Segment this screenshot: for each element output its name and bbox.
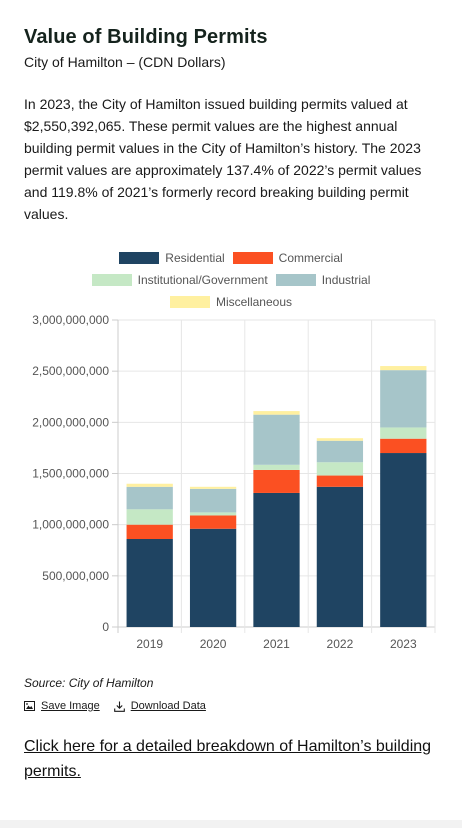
- bar-miscellaneous-2020: [189, 486, 237, 489]
- chart-subtitle: City of Hamilton – (CDN Dollars): [24, 54, 226, 70]
- legend-label-commercial: Commercial: [278, 251, 343, 265]
- bar-industrial-2020: [189, 488, 237, 513]
- legend-swatch-industrial: [275, 274, 316, 286]
- bar-industrial-2022: [316, 440, 364, 463]
- bar-institutional-government-2020: [189, 512, 237, 516]
- image-icon: [24, 701, 35, 711]
- x-tick-label: 2023: [390, 637, 417, 651]
- x-tick-label: 2021: [263, 637, 290, 651]
- y-tick-label: 2,500,000,000: [32, 364, 109, 378]
- x-tick-label: 2019: [136, 637, 163, 651]
- legend-row-1: Residential Commercial: [0, 247, 462, 269]
- stacked-bar-chart: 0 500,000,000 1,000,000,000 1,500,000,000 2,…: [32, 313, 436, 651]
- bar-residential-2021: [253, 492, 300, 627]
- legend-item-institutional[interactable]: Institutional/Government: [91, 273, 268, 287]
- bar-miscellaneous-2019: [126, 483, 173, 487]
- legend-swatch-institutional: [91, 274, 132, 286]
- bar-miscellaneous-2021: [253, 411, 300, 415]
- bar-institutional-government-2023: [380, 427, 427, 439]
- bar-commercial-2019: [126, 524, 173, 539]
- chart-actions: Save Image Download Data: [24, 700, 220, 712]
- chart-header: Value of Building Permits City of Hamilt…: [24, 24, 438, 225]
- x-tick-label: 2020: [200, 637, 227, 651]
- download-data-button[interactable]: Download Data: [113, 700, 206, 712]
- y-tick-label: 1,500,000,000: [32, 467, 109, 481]
- legend-row-2: Institutional/Government Industrial: [0, 269, 462, 291]
- legend-swatch-commercial: [232, 252, 273, 264]
- bar-commercial-2021: [253, 469, 300, 493]
- legend-label-residential: Residential: [165, 251, 225, 265]
- bar-miscellaneous-2023: [380, 366, 427, 371]
- bar-industrial-2021: [253, 414, 300, 465]
- bar-commercial-2023: [380, 438, 427, 454]
- y-tick-label: 1,000,000,000: [32, 518, 109, 532]
- source-note: Source: City of Hamilton: [24, 676, 154, 690]
- legend-item-commercial[interactable]: Commercial: [232, 251, 343, 265]
- save-image-button[interactable]: Save Image: [24, 700, 100, 712]
- legend-swatch-residential: [119, 252, 160, 264]
- y-tick-label: 500,000,000: [42, 569, 109, 583]
- bar-commercial-2020: [189, 515, 237, 529]
- legend-swatch-miscellaneous: [169, 296, 210, 308]
- page-bottom-bar: [0, 820, 462, 828]
- bar-industrial-2023: [380, 370, 427, 428]
- y-tick-label: 3,000,000,000: [32, 313, 109, 327]
- bar-residential-2020: [189, 528, 237, 627]
- legend-item-industrial[interactable]: Industrial: [275, 273, 371, 287]
- bar-institutional-government-2021: [253, 464, 300, 470]
- bar-residential-2019: [126, 538, 173, 627]
- legend-label-institutional: Institutional/Government: [137, 273, 268, 287]
- download-data-label: Download Data: [130, 700, 206, 712]
- bar-institutional-government-2022: [316, 462, 364, 476]
- x-tick-label: 2022: [327, 637, 354, 651]
- bar-institutional-government-2019: [126, 509, 173, 525]
- bar-industrial-2019: [126, 486, 173, 510]
- chart-area: 0 500,000,000 1,000,000,000 1,500,000,000 2,…: [0, 310, 462, 665]
- bar-commercial-2022: [316, 475, 364, 487]
- legend-row-3: Miscellaneous: [0, 291, 462, 313]
- legend-item-miscellaneous[interactable]: Miscellaneous: [169, 295, 293, 309]
- bar-residential-2022: [316, 486, 364, 627]
- chart-description: In 2023, the City of Hamilton issued bui…: [24, 96, 422, 222]
- bar-residential-2023: [380, 453, 427, 627]
- legend-label-miscellaneous: Miscellaneous: [215, 295, 293, 309]
- download-icon: [113, 701, 125, 712]
- y-tick-label: 2,000,000,000: [32, 415, 109, 429]
- legend-label-industrial: Industrial: [321, 273, 371, 287]
- bar-miscellaneous-2022: [316, 438, 364, 441]
- breakdown-link[interactable]: Click here for a detailed breakdown of H…: [24, 738, 432, 780]
- chart-title: Value of Building Permits: [24, 26, 268, 48]
- legend-item-residential[interactable]: Residential: [119, 251, 225, 265]
- y-tick-label: 0: [102, 620, 109, 634]
- chart-legend: Residential Commercial Institutional/Gov…: [0, 247, 462, 313]
- save-image-label: Save Image: [41, 700, 100, 712]
